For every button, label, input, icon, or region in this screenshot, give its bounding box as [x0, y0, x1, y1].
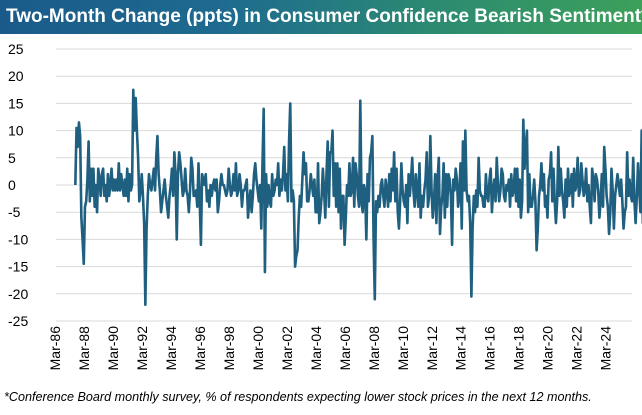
x-tick-label: Mar-96	[192, 326, 208, 371]
x-tick-label: Mar-08	[366, 326, 382, 371]
y-tick-label: 25	[8, 41, 24, 57]
x-tick-label: Mar-12	[424, 326, 440, 371]
y-axis-tick-labels: 25 20 15 10 5 0 -5 -10 -15 -20 -25	[8, 41, 28, 329]
y-tick-label: 0	[8, 177, 16, 193]
y-tick-label: -10	[8, 231, 28, 247]
x-tick-label: Mar-02	[279, 326, 295, 371]
x-tick-label: Mar-24	[598, 326, 614, 371]
y-tick-label: 15	[8, 95, 24, 111]
y-tick-label: 20	[8, 68, 24, 84]
x-tick-label: Mar-00	[250, 326, 266, 371]
x-tick-label: Mar-06	[337, 326, 353, 371]
chart-title: Two-Month Change (ppts) in Consumer Conf…	[6, 6, 642, 27]
x-tick-label: Mar-94	[163, 326, 179, 371]
x-axis-tick-labels: Mar-86 Mar-88 Mar-90 Mar-92 Mar-94 Mar-96 Mar-…	[47, 326, 614, 371]
x-tick-label: Mar-18	[511, 326, 527, 371]
footnote: *Conference Board monthly survey, % of r…	[4, 390, 592, 404]
x-tick-label: Mar-14	[453, 326, 469, 371]
x-tick-label: Mar-10	[395, 326, 411, 371]
x-tick-label: Mar-92	[134, 326, 150, 371]
y-tick-label: -20	[8, 286, 28, 302]
y-tick-label: 10	[8, 123, 24, 139]
y-tick-label: -25	[8, 313, 28, 329]
x-tick-label: Mar-90	[105, 326, 121, 371]
x-tick-label: Mar-88	[76, 326, 92, 371]
y-tick-label: -5	[8, 204, 21, 220]
x-tick-label: Mar-16	[482, 326, 498, 371]
y-tick-label: 5	[8, 150, 16, 166]
y-tick-label: -15	[8, 259, 28, 275]
x-tick-label: Mar-86	[47, 326, 63, 371]
series-line	[74, 88, 642, 306]
x-tick-label: Mar-22	[569, 326, 585, 371]
x-tick-label: Mar-98	[221, 326, 237, 371]
x-tick-label: Mar-04	[308, 326, 324, 371]
x-tick-label: Mar-20	[540, 326, 556, 371]
title-bar: Two-Month Change (ppts) in Consumer Conf…	[0, 0, 642, 34]
